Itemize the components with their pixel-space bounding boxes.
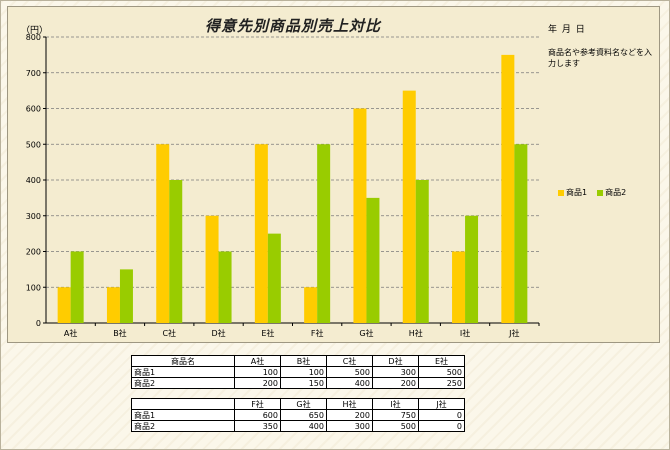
value-cell[interactable]: 300 <box>326 420 373 432</box>
y-axis-unit: （円） <box>21 26 49 36</box>
y-tick-label: 200 <box>26 248 41 257</box>
value-cell[interactable]: 300 <box>372 366 419 378</box>
legend-swatch-series1 <box>558 189 564 196</box>
value-cell[interactable]: 200 <box>234 377 281 389</box>
value-cell[interactable]: 350 <box>234 420 281 432</box>
x-tick-label: B社 <box>113 328 127 338</box>
bar-series1-J社 <box>501 54 515 323</box>
data-table-2: F社 G社 H社 I社 J社 商品1 600 650 200 750 0 商品2 350 400 300 50… <box>131 398 465 432</box>
row-label-cell[interactable]: 商品1 <box>131 409 235 421</box>
bar-chart-plot: 0 100 200 300 400 500 600 700 800 A社 B社 C社 D社 E社 F社 G社 H… <box>26 33 540 338</box>
table-header-row: F社 G社 H社 I社 J社 <box>131 398 465 410</box>
row-label-cell[interactable]: 商品2 <box>131 420 235 432</box>
column-header: C社 <box>326 355 373 367</box>
bar-series2-D社 <box>218 251 232 323</box>
bar-series1-I社 <box>452 251 466 323</box>
legend-label-series1: 商品1 <box>566 188 588 197</box>
value-cell[interactable]: 250 <box>418 377 465 389</box>
value-cell[interactable]: 500 <box>372 420 419 432</box>
x-tick-label: C社 <box>162 328 176 338</box>
bar-series1-G社 <box>353 108 367 323</box>
value-cell[interactable]: 400 <box>326 377 373 389</box>
value-cell[interactable]: 200 <box>326 409 373 421</box>
chart-area[interactable]: 得意先別商品別売上対比 （円） 年 月 日 商品名や参考資料名などを入力します … <box>7 6 660 343</box>
bar-series1-D社 <box>205 215 219 323</box>
date-label: 年 月 日 <box>548 25 586 35</box>
x-tick-label: I社 <box>460 328 470 338</box>
bar-series2-J社 <box>514 144 528 323</box>
value-cell[interactable]: 0 <box>418 420 465 432</box>
table-row: 商品2 200 150 400 200 250 <box>131 377 465 389</box>
bar-series2-A社 <box>70 251 84 323</box>
x-tick-label: J社 <box>508 328 519 338</box>
note-text: 商品名や参考資料名などを入力します <box>548 48 652 68</box>
bar-series1-F社 <box>304 287 318 323</box>
x-tick-label: A社 <box>64 328 77 338</box>
x-tick-label: H社 <box>409 328 423 338</box>
row-label-cell[interactable]: 商品2 <box>131 377 235 389</box>
column-header: 商品名 <box>131 355 235 367</box>
bar-series2-C社 <box>169 180 183 323</box>
data-table-1: 商品名 A社 B社 C社 D社 E社 商品1 100 100 500 300 500 商品2 200 150… <box>131 355 465 389</box>
y-tick-label: 800 <box>26 33 41 42</box>
column-header: H社 <box>326 398 373 410</box>
value-cell[interactable]: 400 <box>280 420 327 432</box>
column-header: I社 <box>372 398 419 410</box>
bar-series2-G社 <box>366 197 380 323</box>
value-cell[interactable]: 650 <box>280 409 327 421</box>
column-header: D社 <box>372 355 419 367</box>
bar-series1-B社 <box>106 287 120 323</box>
x-tick-label: G社 <box>359 328 373 338</box>
column-header <box>131 398 235 410</box>
x-tick-label: F社 <box>311 328 324 338</box>
y-tick-label: 0 <box>36 319 41 328</box>
table-row: 商品1 600 650 200 750 0 <box>131 409 465 421</box>
column-header: J社 <box>418 398 465 410</box>
column-header: B社 <box>280 355 327 367</box>
chart-title: 得意先別商品別売上対比 <box>204 17 381 35</box>
table-header-row: 商品名 A社 B社 C社 D社 E社 <box>131 355 465 367</box>
table-row: 商品2 350 400 300 500 0 <box>131 420 465 432</box>
legend-label-series2: 商品2 <box>605 188 627 197</box>
column-header: A社 <box>234 355 281 367</box>
legend-swatch-series2 <box>597 189 604 196</box>
value-cell[interactable]: 500 <box>326 366 373 378</box>
bar-series1-E社 <box>254 144 268 323</box>
x-tick-label: D社 <box>211 328 225 338</box>
value-cell[interactable]: 0 <box>418 409 465 421</box>
value-cell[interactable]: 500 <box>418 366 465 378</box>
bar-series2-F社 <box>317 144 331 323</box>
x-tick-label: E社 <box>261 328 274 338</box>
y-tick-label: 300 <box>26 212 41 221</box>
bar-series2-E社 <box>267 233 281 323</box>
value-cell[interactable]: 100 <box>234 366 281 378</box>
bar-series2-B社 <box>119 269 133 323</box>
y-tick-label: 700 <box>26 69 41 78</box>
y-tick-label: 600 <box>26 105 41 114</box>
y-tick-label: 500 <box>26 140 41 149</box>
value-cell[interactable]: 150 <box>280 377 327 389</box>
y-tick-label: 400 <box>26 176 41 185</box>
value-cell[interactable]: 100 <box>280 366 327 378</box>
column-header: E社 <box>418 355 465 367</box>
column-header: G社 <box>280 398 327 410</box>
value-cell[interactable]: 200 <box>372 377 419 389</box>
bar-series1-C社 <box>156 144 170 323</box>
value-cell[interactable]: 600 <box>234 409 281 421</box>
bar-series2-I社 <box>465 215 479 323</box>
legend-item-series1: 商品1 <box>558 187 587 198</box>
bar-series1-A社 <box>57 287 71 323</box>
y-tick-label: 100 <box>26 283 41 292</box>
legend: 商品1 商品2 <box>558 187 626 198</box>
bar-series2-H社 <box>415 180 429 323</box>
row-label-cell[interactable]: 商品1 <box>131 366 235 378</box>
legend-item-series2: 商品2 <box>597 187 626 198</box>
table-row: 商品1 100 100 500 300 500 <box>131 366 465 378</box>
value-cell[interactable]: 750 <box>372 409 419 421</box>
bar-series1-H社 <box>402 90 416 323</box>
column-header: F社 <box>234 398 281 410</box>
